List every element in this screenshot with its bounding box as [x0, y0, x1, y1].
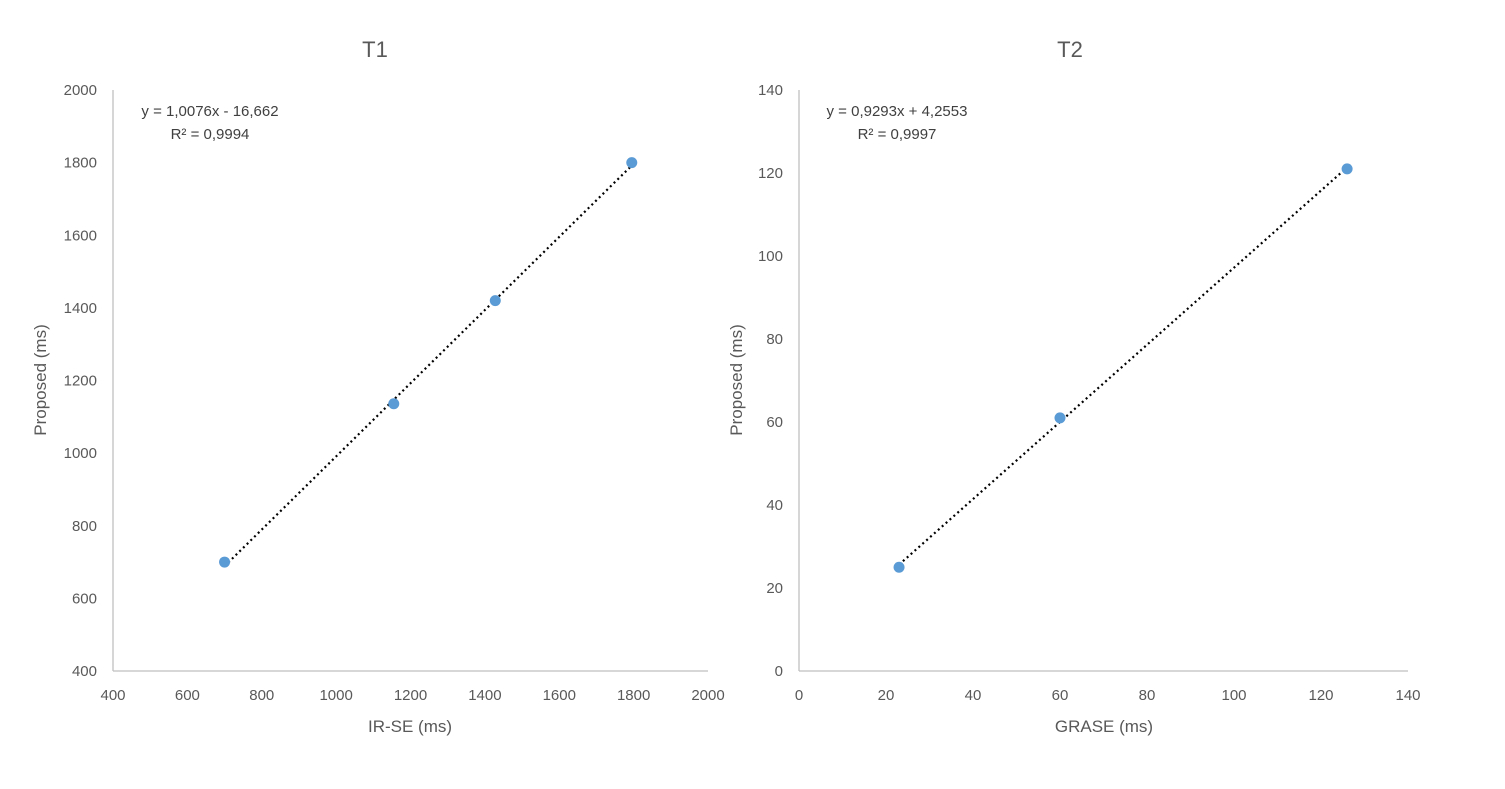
x-tick-label: 0	[795, 687, 803, 704]
data-point	[626, 157, 638, 169]
trendline-r-squared: R² = 0,9997	[858, 126, 937, 143]
data-points	[893, 163, 1353, 573]
trendline-equation: y = 0,9293x + 4,2553	[827, 103, 968, 120]
y-tick-label: 80	[766, 331, 783, 348]
y-tick-label: 2000	[64, 82, 97, 99]
y-tick-label: 1800	[64, 155, 97, 172]
x-tick-label: 20	[878, 687, 895, 704]
data-point	[1054, 412, 1066, 424]
data-points	[219, 157, 638, 568]
chart-t2: T2 y = 0,9293x + 4,2553 R² = 0,9997 0 20 4…	[727, 37, 1421, 736]
y-axis-label: Proposed (ms)	[727, 324, 746, 435]
y-tick-label: 400	[72, 663, 97, 680]
trendline-equation: y = 1,0076x - 16,662	[141, 103, 278, 120]
chart-title: T2	[1057, 37, 1083, 62]
x-tick-label: 40	[965, 687, 982, 704]
data-point	[219, 556, 231, 568]
x-tick-label: 1400	[468, 687, 501, 704]
y-tick-label: 40	[766, 497, 783, 514]
data-point	[388, 398, 400, 410]
x-tick-label: 1000	[319, 687, 352, 704]
y-tick-label: 1000	[64, 445, 97, 462]
x-tick-label: 140	[1395, 687, 1420, 704]
chart-t1: T1 y = 1,0076x - 16,662 R² = 0,9994 400 6…	[31, 37, 725, 736]
tick-labels: 400 600 800 1000 1200 1400 1600 1800 2000 400 600 8…	[64, 82, 725, 704]
x-tick-label: 600	[175, 687, 200, 704]
y-tick-label: 100	[758, 248, 783, 265]
x-tick-label: 100	[1221, 687, 1246, 704]
x-tick-label: 1600	[543, 687, 576, 704]
y-tick-label: 1600	[64, 227, 97, 244]
y-tick-label: 120	[758, 165, 783, 182]
tick-labels: 0 20 40 60 80 100 120 140 0 20 40 60 80 100 120 140	[758, 82, 1421, 704]
y-tick-label: 20	[766, 580, 783, 597]
x-tick-label: 400	[100, 687, 125, 704]
y-tick-label: 0	[775, 663, 783, 680]
trendline	[898, 166, 1348, 566]
data-point	[489, 295, 501, 307]
y-tick-label: 800	[72, 518, 97, 535]
chart-title: T1	[362, 37, 388, 62]
y-axis-label: Proposed (ms)	[31, 324, 50, 435]
y-tick-label: 140	[758, 82, 783, 99]
trendline	[223, 164, 633, 567]
x-axis-label: IR-SE (ms)	[368, 717, 452, 736]
trendline-r-squared: R² = 0,9994	[171, 126, 250, 143]
x-tick-label: 2000	[691, 687, 724, 704]
x-tick-label: 120	[1308, 687, 1333, 704]
y-tick-label: 60	[766, 414, 783, 431]
y-tick-label: 600	[72, 590, 97, 607]
x-tick-label: 1200	[394, 687, 427, 704]
y-tick-label: 1200	[64, 373, 97, 390]
data-point	[1341, 163, 1353, 175]
x-tick-label: 60	[1052, 687, 1069, 704]
x-tick-label: 800	[249, 687, 274, 704]
x-axis-label: GRASE (ms)	[1055, 717, 1153, 736]
y-tick-label: 1400	[64, 300, 97, 317]
x-tick-label: 1800	[617, 687, 650, 704]
x-tick-label: 80	[1139, 687, 1156, 704]
data-point	[893, 561, 905, 573]
